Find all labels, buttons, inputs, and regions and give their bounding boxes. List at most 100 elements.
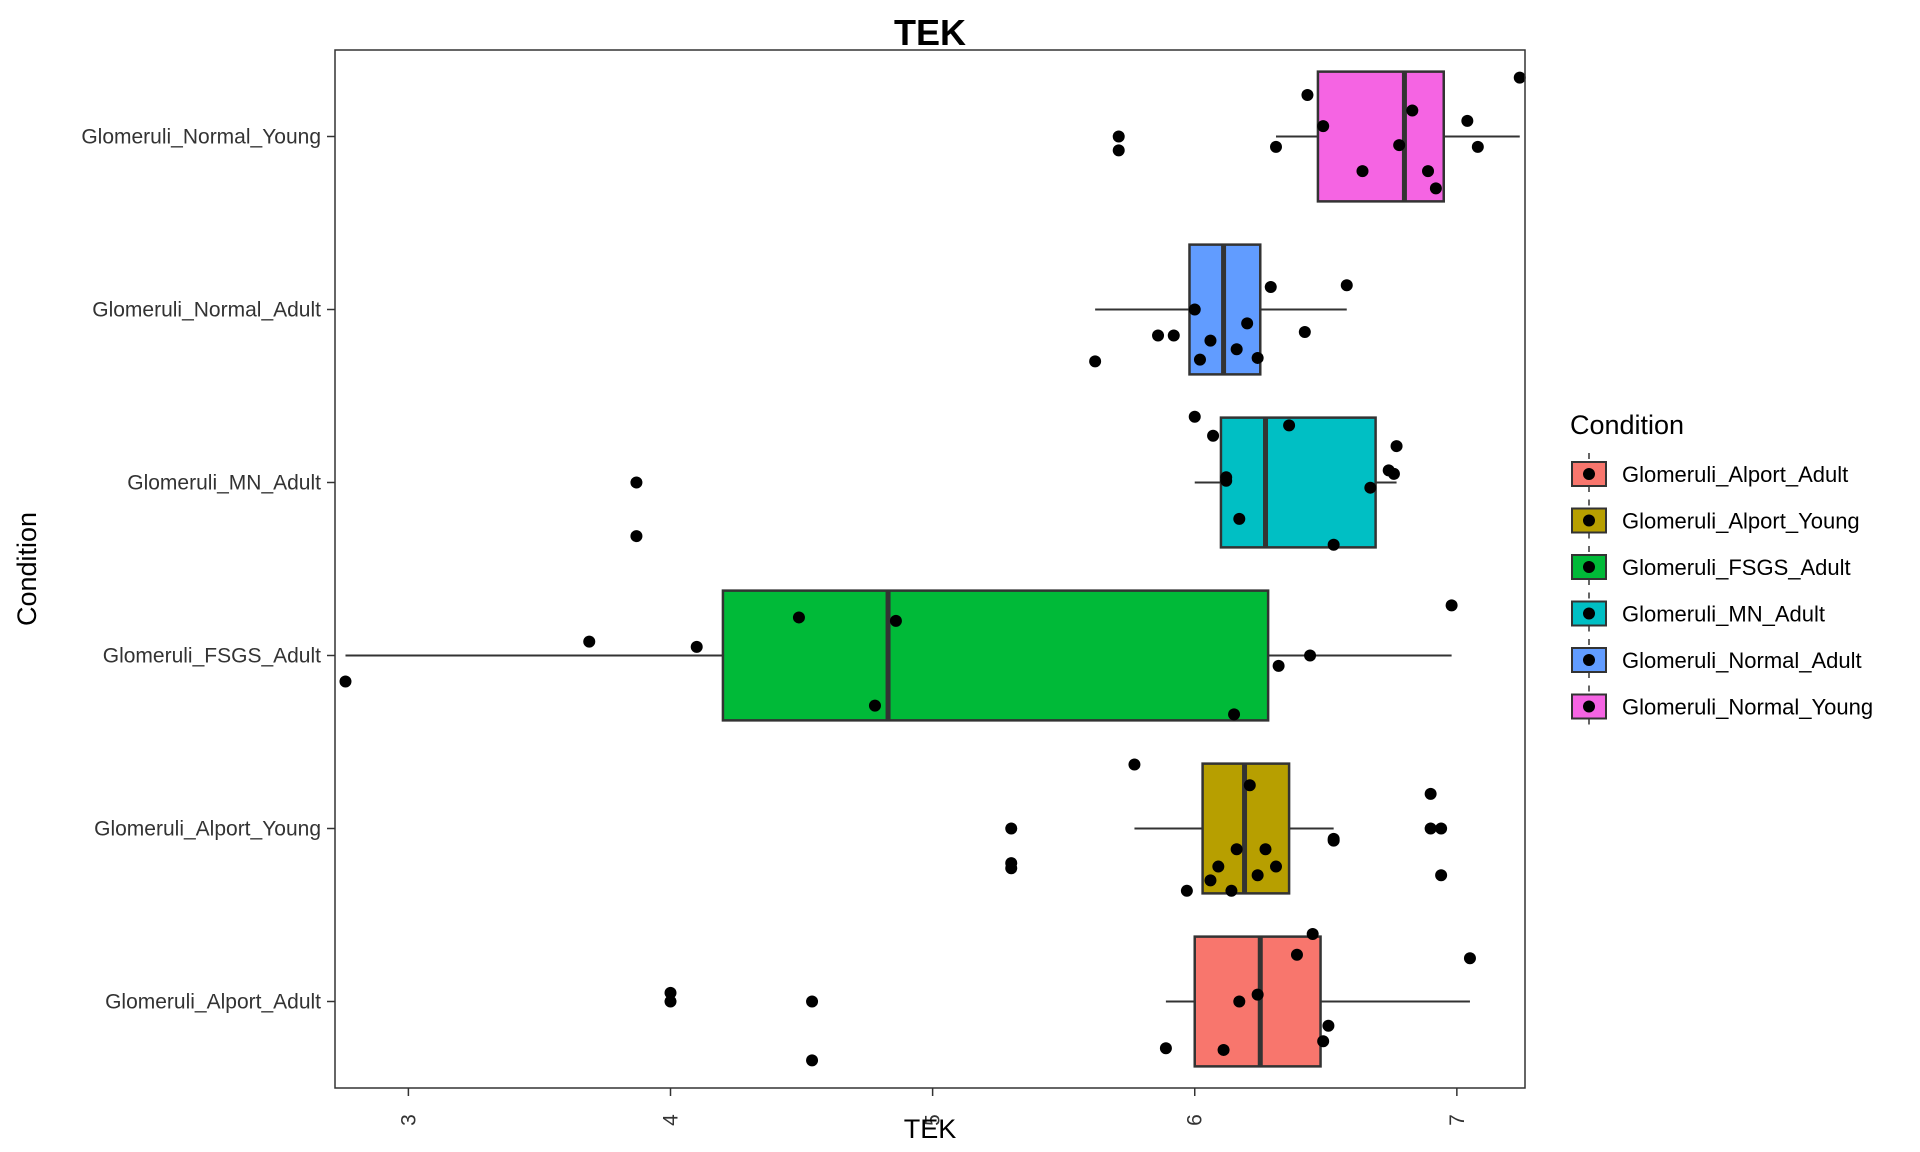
data-point	[792, 611, 805, 624]
legend-label: Glomeruli_Normal_Young	[1622, 695, 1873, 720]
data-point	[664, 986, 677, 999]
data-point	[1233, 995, 1246, 1008]
data-point	[889, 614, 902, 627]
box-group	[1112, 70, 1526, 203]
data-point	[806, 995, 819, 1008]
data-point	[1089, 355, 1102, 368]
data-point	[1298, 325, 1311, 338]
data-point	[1327, 538, 1340, 551]
data-point	[1180, 884, 1193, 897]
data-point	[1112, 130, 1125, 143]
x-tick-label: 7	[1446, 1114, 1469, 1126]
data-point	[1387, 467, 1400, 480]
box	[1316, 70, 1445, 203]
data-point	[1513, 71, 1526, 84]
data-point	[1112, 144, 1125, 157]
data-point	[1461, 114, 1474, 127]
legend-key-point	[1583, 468, 1595, 480]
data-point	[1390, 440, 1403, 453]
plot-title: TEK	[894, 12, 966, 53]
data-point	[1204, 874, 1217, 887]
legend-item: Glomeruli_Alport_Young	[1571, 499, 1860, 542]
legend-key-point	[1583, 514, 1595, 527]
data-point	[1159, 1042, 1172, 1055]
data-point	[1306, 928, 1319, 941]
data-point	[630, 476, 643, 489]
data-point	[1435, 822, 1448, 835]
legend-label: Glomeruli_MN_Adult	[1622, 602, 1825, 627]
legend-key-point	[1583, 700, 1595, 713]
data-point	[1251, 869, 1264, 882]
legend-title: Condition	[1570, 410, 1684, 440]
data-point	[1463, 952, 1476, 965]
data-point	[664, 995, 677, 1008]
data-point	[1217, 1043, 1230, 1056]
data-point	[1152, 329, 1165, 342]
data-point	[1188, 410, 1201, 423]
data-point	[806, 1054, 819, 1067]
data-point	[1272, 659, 1285, 672]
data-point	[1364, 481, 1377, 494]
data-point	[1207, 429, 1220, 442]
y-tick-label: Glomeruli_Normal_Adult	[92, 299, 321, 322]
data-point	[1269, 140, 1282, 153]
data-point	[1228, 708, 1241, 721]
data-point	[1422, 165, 1435, 178]
data-point	[1259, 843, 1272, 856]
x-tick-label: 3	[397, 1114, 420, 1126]
legend-label: Glomeruli_Alport_Adult	[1622, 462, 1848, 487]
data-point	[1445, 599, 1458, 612]
x-axis-title: TEK	[904, 1114, 957, 1144]
legend: Condition Glomeruli_Alport_Adult Glomerul…	[1570, 410, 1873, 728]
y-axis-title: Condition	[12, 512, 42, 626]
y-tick-label: Glomeruli_MN_Adult	[127, 472, 321, 495]
legend-key-box	[1571, 461, 1607, 487]
legend-key-point	[1583, 654, 1595, 666]
legend-label: Glomeruli_Normal_Adult	[1622, 648, 1862, 673]
data-point	[630, 530, 643, 543]
legend-item: Glomeruli_FSGS_Adult	[1571, 546, 1851, 588]
data-point	[690, 640, 703, 653]
data-point	[1128, 758, 1141, 771]
data-point	[1301, 88, 1314, 101]
data-point	[1356, 165, 1369, 178]
data-point	[1188, 303, 1201, 316]
plot-panel-border	[334, 49, 1526, 1089]
data-point	[1304, 649, 1317, 662]
data-point	[1322, 1019, 1335, 1032]
legend-item: Glomeruli_Normal_Young	[1571, 685, 1873, 728]
box-group	[664, 928, 1476, 1068]
y-tick-label: Glomeruli_Alport_Young	[94, 818, 321, 841]
data-point	[1340, 279, 1353, 292]
data-point	[1264, 281, 1277, 294]
data-point	[1230, 343, 1243, 356]
legend-key-point	[1583, 561, 1595, 573]
x-tick-label: 6	[1184, 1114, 1207, 1126]
box	[721, 589, 1270, 722]
box-group	[1005, 758, 1448, 897]
data-point	[868, 699, 881, 712]
legend-item: Glomeruli_Alport_Adult	[1571, 453, 1848, 495]
data-point	[1283, 419, 1296, 432]
data-point	[1251, 988, 1264, 1001]
data-point	[1204, 334, 1217, 347]
data-point	[1212, 860, 1225, 873]
data-point	[1290, 948, 1303, 961]
x-axis: 3 4 5 6 7	[397, 1088, 1469, 1126]
data-point	[1230, 843, 1243, 856]
data-point	[1424, 822, 1437, 835]
x-tick-label: 4	[660, 1114, 683, 1126]
x-tick-label: 5	[922, 1114, 945, 1126]
data-point	[583, 635, 596, 648]
data-point	[1233, 512, 1246, 525]
data-point	[1005, 822, 1018, 835]
data-point	[1406, 104, 1419, 117]
legend-key-point	[1583, 607, 1595, 620]
data-point	[1243, 779, 1256, 792]
box-group	[339, 589, 1458, 722]
data-point	[1269, 860, 1282, 873]
data-point	[1471, 140, 1484, 153]
legend-item: Glomeruli_Normal_Adult	[1571, 639, 1862, 681]
y-tick-label: Glomeruli_Normal_Young	[81, 126, 321, 149]
